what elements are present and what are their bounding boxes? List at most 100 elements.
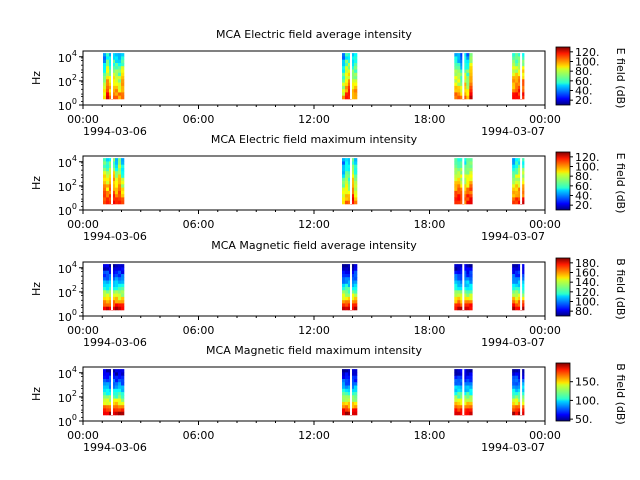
spectrogram-cell — [463, 184, 467, 188]
spectrogram-cell — [518, 300, 522, 304]
spectrogram-cell — [518, 372, 522, 376]
y-tick-base: 10 — [58, 311, 72, 324]
spectrogram-cell — [457, 385, 461, 390]
spectrogram-cell — [342, 187, 346, 192]
spectrogram-cell — [103, 66, 107, 70]
colorbar — [555, 46, 571, 106]
spectrogram-cell — [345, 405, 349, 409]
spectrogram-cell — [342, 274, 346, 278]
spectrogram-cell — [512, 411, 516, 416]
data-gap — [111, 264, 113, 310]
spectrogram-cell — [469, 287, 473, 291]
spectrogram-cell — [469, 300, 473, 304]
spectrogram-cell — [106, 287, 110, 291]
spectrogram-cell — [521, 300, 525, 304]
spectrogram-cell — [351, 63, 355, 67]
spectrogram-cell — [345, 395, 349, 399]
spectrogram-cell — [109, 76, 113, 80]
spectrogram-cell — [342, 287, 346, 291]
y-tick-base: 10 — [58, 52, 72, 65]
y-tick-exponent: 0 — [72, 97, 77, 106]
spectrogram-cell — [518, 181, 522, 185]
spectrogram-cell — [118, 187, 122, 192]
spectrogram-cell — [515, 168, 519, 172]
spectrogram-cell — [469, 72, 473, 77]
spectrogram-cell — [515, 187, 519, 192]
spectrogram-cell — [106, 270, 110, 275]
spectrogram-cell — [348, 303, 352, 307]
spectrogram-cell — [348, 379, 352, 383]
spectrogram-cell — [351, 296, 355, 301]
spectrogram-cell — [460, 95, 464, 100]
spectrogram-cell — [109, 174, 113, 179]
spectrogram-cell — [512, 388, 516, 393]
spectrogram-cell — [469, 408, 473, 412]
spectrogram-cell — [118, 66, 122, 70]
spectrogram-cell — [345, 164, 349, 169]
spectrogram-cell — [521, 53, 525, 57]
spectrogram-cell — [515, 385, 519, 390]
spectrogram-cell — [512, 53, 516, 57]
spectrogram-cell — [469, 303, 473, 307]
spectrogram-cell — [112, 69, 116, 74]
spectrogram-cell — [354, 264, 358, 268]
spectrogram-cell — [354, 303, 358, 307]
spectrogram-cell — [457, 277, 461, 281]
spectrogram-cell — [118, 194, 122, 198]
spectrogram-cell — [121, 306, 125, 311]
spectrogram-cell — [518, 274, 522, 278]
spectrogram-cell — [515, 277, 519, 281]
spectrogram-cell — [106, 82, 110, 87]
spectrogram-cell — [457, 197, 461, 201]
spectrogram-cell — [466, 303, 470, 307]
spectrogram-cell — [109, 274, 113, 278]
spectrogram-cell — [109, 264, 113, 268]
spectrogram-cell — [342, 382, 346, 386]
spectrogram-cell — [521, 385, 525, 390]
spectrogram-cell — [469, 85, 473, 90]
spectrogram-cell — [112, 63, 116, 67]
spectrogram-cell — [466, 190, 470, 195]
spectrogram-cell — [109, 395, 113, 399]
spectrogram-cell — [518, 405, 522, 409]
spectrogram-cell — [103, 369, 107, 373]
spectrogram-cell — [351, 72, 355, 77]
spectrogram-cell — [512, 303, 516, 307]
spectrogram-cell — [454, 306, 458, 311]
spectrogram-cell — [457, 264, 461, 268]
spectrogram-cell — [112, 283, 116, 288]
spectrogram-cell — [109, 293, 113, 298]
spectrogram-cell — [466, 382, 470, 386]
spectrogram-cell — [454, 184, 458, 188]
spectrogram-cell — [463, 92, 467, 96]
spectrogram-cell — [115, 264, 119, 268]
spectrogram-cell — [518, 303, 522, 307]
spectrogram-cell — [457, 375, 461, 380]
spectrogram-cell — [466, 161, 470, 165]
spectrogram-cell — [454, 398, 458, 403]
spectrogram-cell — [121, 300, 125, 304]
spectrogram-cell — [354, 379, 358, 383]
spectrogram-cell — [521, 280, 525, 285]
spectrogram — [103, 369, 525, 416]
spectrogram-cell — [106, 277, 110, 281]
spectrogram-cell — [345, 63, 349, 67]
spectrogram-cell — [457, 171, 461, 175]
spectrogram-cell — [348, 372, 352, 376]
spectrogram-cell — [460, 264, 464, 268]
y-tick-exponent: 2 — [72, 389, 77, 398]
spectrogram-cell — [518, 89, 522, 93]
spectrogram-cell — [345, 372, 349, 376]
panel-4: MCA Magnetic field maximum intensity Hz 10… — [30, 344, 627, 454]
spectrogram-cell — [342, 369, 346, 373]
spectrogram-cell — [466, 95, 470, 100]
spectrogram-cell — [512, 95, 516, 100]
spectrogram-cell — [454, 76, 458, 80]
spectrogram-cell — [457, 53, 461, 57]
spectrogram-cell — [118, 379, 122, 383]
spectrogram-cell — [348, 293, 352, 298]
spectrogram-cell — [463, 267, 467, 271]
spectrogram-cell — [457, 382, 461, 386]
spectrogram-cell — [109, 382, 113, 386]
x-tick-label: 00:00 — [529, 324, 561, 337]
